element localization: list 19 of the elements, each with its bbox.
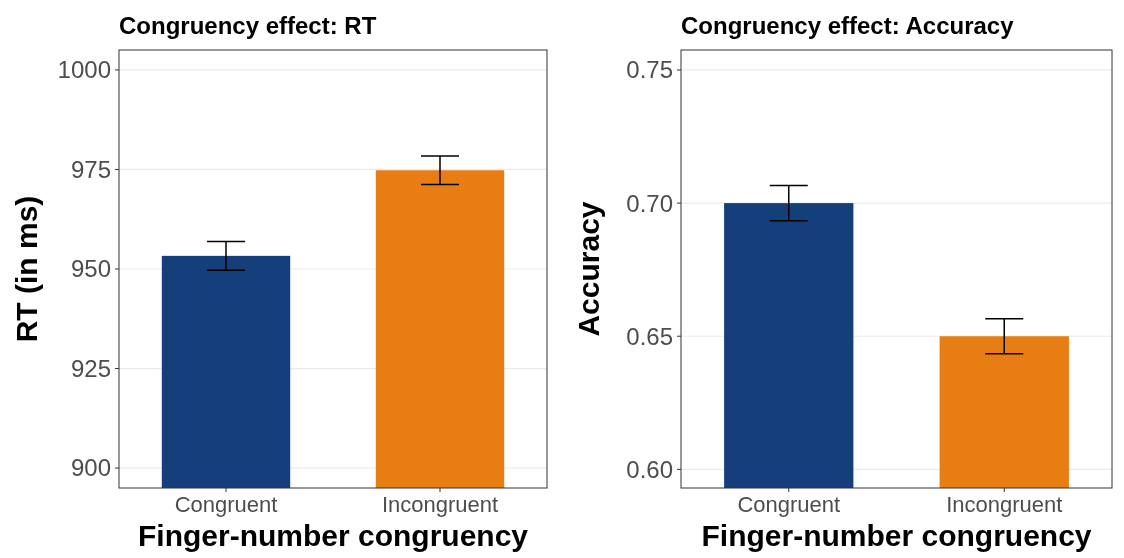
y-axis-title: Accuracy <box>572 201 605 337</box>
x-axis-title: Finger-number congruency <box>701 519 1092 552</box>
y-tick-label: 0.65 <box>626 322 673 350</box>
chart-title: Congruency effect: Accuracy <box>681 12 1015 39</box>
y-tick-label: 975 <box>70 155 111 183</box>
y-tick-label: 950 <box>70 255 111 283</box>
x-tick-label: Congruent <box>174 492 278 517</box>
y-tick-label: 0.60 <box>626 455 673 483</box>
y-tick-label: 0.75 <box>626 56 673 84</box>
y-tick-label: 925 <box>70 354 111 382</box>
x-tick-label: Incongruent <box>946 492 1063 517</box>
x-tick-label: Incongruent <box>381 492 499 517</box>
y-tick-label: 1000 <box>57 56 111 84</box>
y-tick-label: 0.70 <box>626 189 673 217</box>
x-axis-title: Finger-number congruency <box>137 519 529 552</box>
y-axis-title: RT (in ms) <box>10 195 43 343</box>
y-tick-label: 900 <box>70 454 111 482</box>
chart-title: Congruency effect: RT <box>119 12 377 39</box>
x-tick-label: Congruent <box>737 492 841 517</box>
